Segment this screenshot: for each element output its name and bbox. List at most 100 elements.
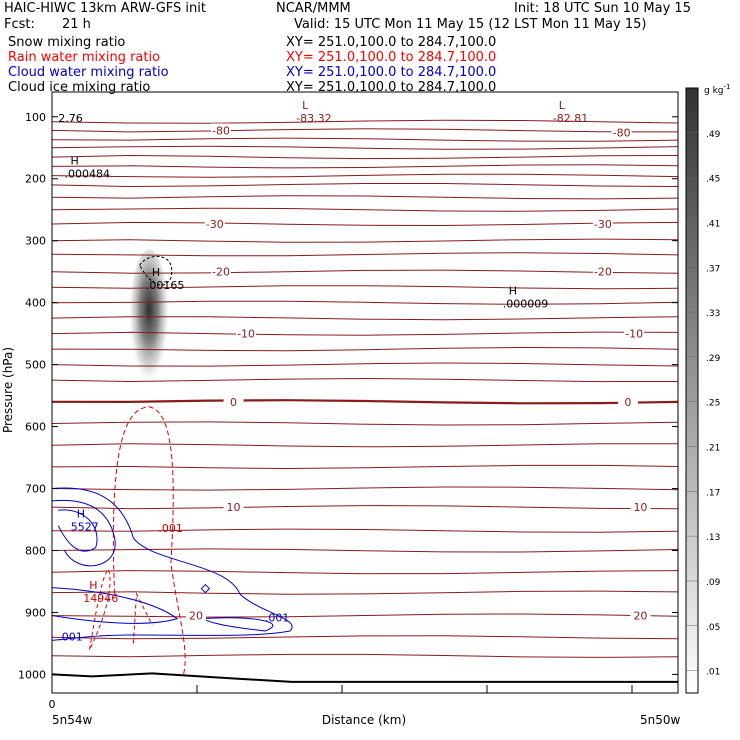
isotherm-line — [52, 137, 678, 142]
extremum-value: .000009 — [503, 298, 548, 311]
colorbar-label: .29 — [706, 354, 721, 364]
temperature-label: -80 — [613, 126, 631, 139]
rain-contour-inner — [89, 568, 111, 650]
colorbar-label: .21 — [706, 444, 720, 454]
extremum-marker: L — [302, 99, 309, 112]
field-name-cloud-ice: Cloud ice mixing ratio — [8, 80, 151, 95]
isotherm-line — [52, 505, 678, 510]
isotherm-line — [52, 316, 678, 321]
extremum-marker: H — [71, 155, 79, 168]
contour-label: .001 — [58, 630, 82, 643]
valid-time: Valid: 15 UTC Mon 11 May 15 (12 LST Mon … — [294, 17, 647, 32]
colorbar-unit: g kg-1 — [704, 83, 730, 96]
temperature-label-bg — [592, 264, 613, 277]
cloud-ice-contour — [139, 255, 173, 286]
cloud-water-contour — [200, 583, 211, 594]
colorbar-label: .49 — [706, 130, 721, 140]
temperature-label: -20 — [212, 266, 230, 279]
isotherm-line — [52, 145, 678, 150]
isotherm-line — [52, 635, 678, 640]
isotherm-line — [52, 238, 678, 243]
y-tick-label: 300 — [25, 235, 46, 248]
isotherm-line — [52, 300, 678, 305]
init-time: Init: 18 UTC Sun 10 May 15 — [514, 1, 691, 16]
temperature-label: 10 — [227, 501, 241, 514]
extremum-value: .000484 — [65, 168, 111, 181]
isotherm-line — [52, 154, 678, 160]
isotherm-line — [52, 613, 678, 618]
rain-contour-inner2 — [132, 591, 153, 644]
org-label: NCAR/MMM — [276, 1, 351, 16]
temperature-label: -10 — [237, 328, 255, 341]
isotherm-line — [52, 269, 678, 274]
isotherm-line — [52, 346, 678, 352]
field-xy-snow: XY= 251.0,100.0 to 284.7,100.0 — [286, 35, 497, 50]
temperature-label-bg — [223, 500, 244, 513]
colorbar: .49 .45 .41 .37 .33 .29 .25 .21 .17 .13 .09 .05 .01 — [685, 87, 721, 694]
field-name-cloud-water: Cloud water mixing ratio — [8, 65, 169, 80]
temperature-label-bg — [211, 123, 232, 136]
y-tick-label: 200 — [25, 173, 46, 186]
colorbar-label: .09 — [706, 578, 721, 588]
isotherm-line — [52, 443, 678, 448]
colorbar-label: .17 — [706, 488, 720, 498]
x-start-label: 5n54w — [52, 713, 93, 727]
temperature-label: -30 — [206, 218, 224, 231]
contour-label: .001 — [158, 522, 183, 535]
temperature-label: -20 — [594, 266, 612, 279]
temperature-label-bg — [211, 264, 232, 277]
temperature-label-bg — [223, 394, 244, 407]
isotherm-line — [52, 207, 678, 212]
extremum-value: -82.81 — [553, 112, 588, 125]
temperature-label: 0 — [624, 396, 631, 409]
forecast-label: Fcst: — [4, 17, 35, 32]
isotherm-line — [52, 421, 678, 426]
isotherm-line — [52, 128, 678, 133]
x-zero-label: 0 — [49, 698, 56, 711]
isotherm-line — [52, 362, 678, 367]
isotherm-line — [52, 173, 678, 178]
temperature-label: 20 — [189, 610, 203, 623]
isotherm-line — [52, 221, 678, 227]
field-xy-cloud-ice: XY= 251.0,100.0 to 284.7,100.0 — [286, 80, 497, 95]
temperature-label: 0 — [230, 396, 237, 409]
colorbar-label: .45 — [706, 175, 720, 185]
isotherm-line — [52, 570, 678, 575]
snow-shading — [129, 249, 170, 394]
cloud-water-contour — [52, 499, 116, 567]
extremum-marker: H — [509, 285, 517, 298]
cloud-water-contour — [57, 509, 98, 552]
isotherm-line — [52, 653, 678, 658]
temperature-label-bg — [204, 216, 225, 229]
rain-contour — [112, 406, 186, 675]
colorbar-label: .25 — [706, 399, 720, 409]
temperature-label-bg — [236, 326, 257, 339]
temperature-label-bg — [630, 500, 651, 513]
colorbar-label: .05 — [706, 623, 720, 633]
y-tick-label: 500 — [25, 359, 46, 372]
isotherm-line — [52, 164, 678, 169]
y-tick-label: 900 — [25, 606, 46, 619]
field-xy-cloud-water: XY= 251.0,100.0 to 284.7,100.0 — [286, 65, 497, 80]
isotherm-line — [52, 528, 678, 533]
colorbar-label: .13 — [706, 533, 720, 543]
colorbar-label: .37 — [706, 264, 720, 274]
terrain-line — [52, 672, 678, 683]
y-tick-label: 800 — [25, 544, 46, 557]
isotherm-line — [52, 331, 678, 336]
isotherm-line — [52, 183, 678, 188]
temperature-label: 10 — [633, 501, 647, 514]
y-tick-label: 100 — [25, 111, 46, 124]
isotherm-line — [52, 590, 678, 595]
temperature-label: -10 — [625, 328, 643, 341]
field-xy-rain: XY= 251.0,100.0 to 284.7,100.0 — [286, 50, 497, 65]
cloud-water-contour — [202, 617, 274, 632]
cloud-water-contour — [52, 487, 293, 641]
isotherm-line — [52, 285, 678, 290]
extremum-marker: H — [152, 266, 160, 279]
temperature-label-bg — [630, 608, 651, 621]
temperature-label-bg — [592, 216, 613, 229]
cloud-water-contour — [52, 587, 179, 624]
isotherm-line — [52, 486, 678, 491]
